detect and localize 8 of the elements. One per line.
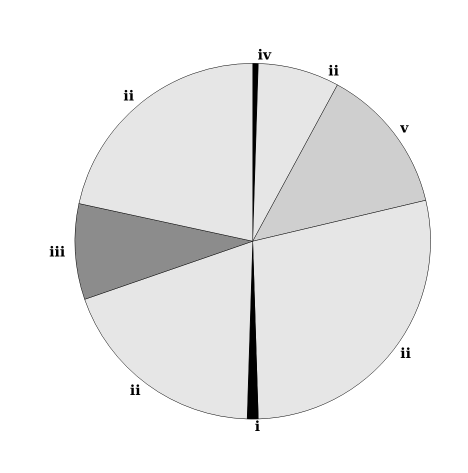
slice-label: v [399,120,410,136]
slice-label: iii [49,244,66,260]
slice-label: ii [123,88,134,105]
slice-label: ii [328,63,339,80]
slice-label: ii [130,382,141,399]
slice-label: ii [400,346,411,362]
slice-label: i [254,419,260,436]
slice-label: iv [258,47,272,64]
